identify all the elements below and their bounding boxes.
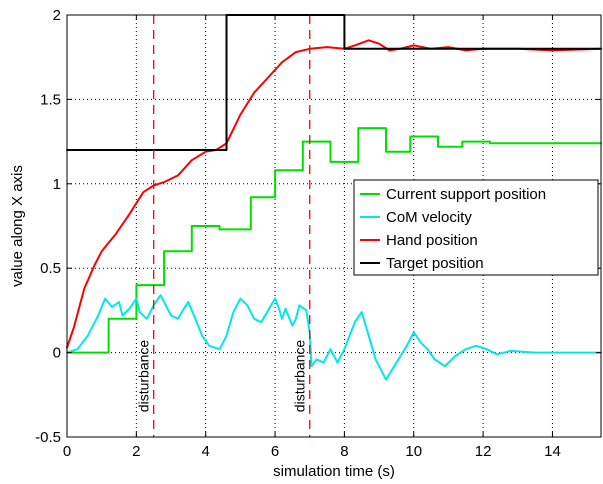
legend-label: Current support position — [386, 186, 546, 203]
legend-label: Hand position — [386, 232, 478, 249]
y-tick-label: 1 — [53, 176, 61, 193]
x-tick-label: 6 — [271, 443, 279, 460]
y-tick-label: 0.5 — [40, 260, 61, 277]
legend-label: Target position — [386, 255, 484, 272]
series-line-com-velocity — [66, 294, 602, 381]
disturbance-label: disturbance — [136, 340, 152, 413]
y-tick-label: -0.5 — [35, 429, 61, 446]
x-tick-label: 14 — [544, 443, 561, 460]
x-tick-label: 12 — [475, 443, 492, 460]
legend-label: CoM velocity — [386, 209, 472, 226]
plot-frame — [66, 14, 602, 438]
x-tick-label: 10 — [405, 443, 422, 460]
y-tick-label: 0 — [53, 345, 61, 362]
y-tick-label: 1.5 — [40, 91, 61, 108]
y-axis-title: value along X axis — [9, 165, 26, 287]
disturbance-label: disturbance — [292, 340, 308, 413]
x-tick-label: 0 — [63, 443, 71, 460]
x-tick-label: 8 — [340, 443, 348, 460]
x-tick-label: 2 — [132, 443, 140, 460]
series-line-current-support-position — [66, 127, 602, 354]
legend: Current support position CoM velocity Hand… — [353, 179, 599, 276]
annotations: disturbance disturbance — [136, 15, 311, 437]
x-axis-title: simulation time (s) — [273, 463, 395, 480]
x-tick-label: 4 — [202, 443, 210, 460]
legend-box — [353, 179, 599, 276]
axis-ticks: 0 2 4 6 8 10 12 14-0.500.511.52 — [35, 7, 601, 460]
y-tick-label: 2 — [53, 7, 61, 24]
